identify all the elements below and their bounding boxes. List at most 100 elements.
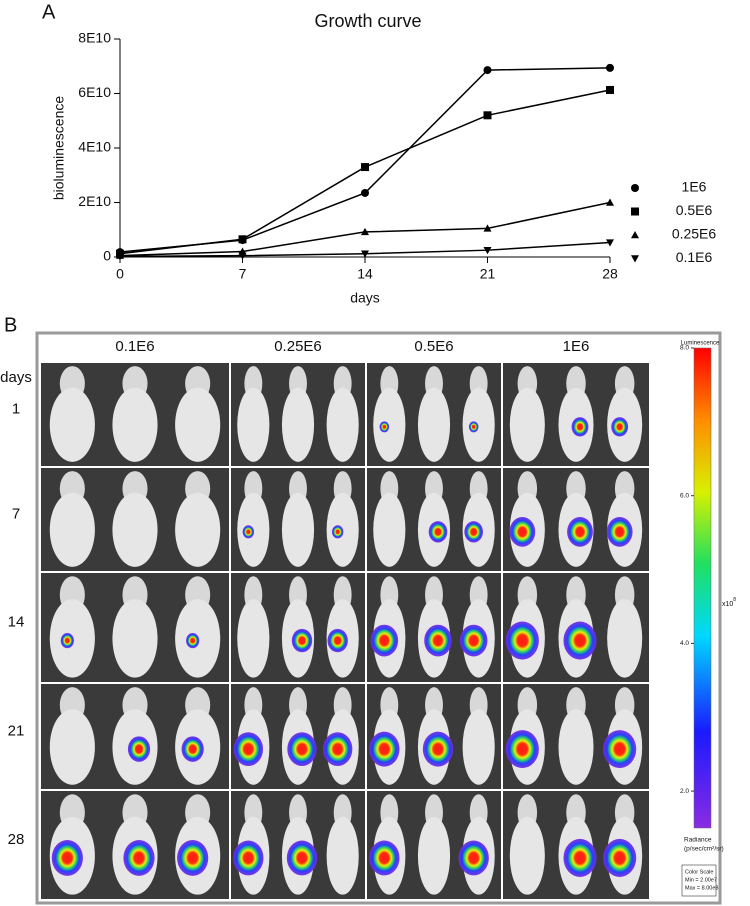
mouse-image [231,363,365,466]
mouse-image [503,468,649,571]
y-tick-label: 2E10 [78,193,111,209]
panel-label: A [42,1,56,23]
mouse-body [373,492,406,567]
signal [563,838,597,877]
signal [563,621,597,660]
mouse-body [509,387,545,462]
mouse-image [231,791,365,899]
marker [116,253,124,261]
marker [238,252,247,260]
colorbar-tick-label: 6.0 [680,492,689,499]
marker [606,85,614,94]
marker [483,246,492,255]
colorbar-tick-label: 8.0 [680,345,689,352]
mouse-image [41,468,229,571]
signal [464,521,483,543]
x-tick-label: 21 [480,266,496,282]
signal [606,517,633,547]
scale-max: Max = 8.00e8 [685,885,718,891]
chart-title: Growth curve [314,11,421,31]
signal [424,624,452,657]
days-label: days [0,369,32,386]
column-label: 0.5E6 [414,338,453,355]
mouse-body [112,387,158,462]
mouse-body [49,709,95,785]
mouse-body [281,387,315,462]
signal [322,732,353,767]
mouse-image [41,684,229,789]
y-tick-label: 6E10 [78,84,111,100]
signal [51,840,83,876]
scale-min: Min = 2.00e7 [685,877,717,883]
row-label: 28 [8,831,25,848]
column-label: 0.25E6 [274,338,322,355]
signal [127,736,151,762]
marker [483,66,492,75]
mouse-body [326,816,359,895]
y-axis-label: bioluminescence [51,96,67,200]
mouse-body [112,599,158,678]
signal [458,840,489,876]
signal [291,628,313,653]
mouse-image [367,468,501,571]
mouse-body [462,709,495,785]
mouse-body [175,387,221,462]
legend-label: 0.25E6 [672,226,717,242]
signal [603,730,637,769]
x-tick-label: 0 [116,266,124,282]
exponent-base: x10 [722,601,733,608]
column-label: 1E6 [563,338,590,355]
mouse-body [237,387,270,462]
mouse-image [503,573,649,682]
signal [327,628,348,653]
x-tick-label: 14 [357,266,373,282]
mouse-body [237,599,270,678]
mouse-body [112,492,158,567]
legend-label: 1E6 [682,179,707,195]
marker [361,188,369,197]
mouse-body [49,387,95,462]
signal [369,840,400,876]
marker [631,184,639,192]
mouse-body [49,492,95,567]
marker [606,63,614,72]
mouse-body [509,816,545,895]
y-tick-label: 8E10 [78,30,111,46]
marker [483,224,492,232]
x-tick-label: 7 [239,266,247,282]
legend-label: 0.1E6 [676,249,713,265]
signal [186,632,200,649]
mouse-image [231,684,365,789]
mouse-image [503,363,649,466]
x-axis-label: days [350,290,380,306]
mouse-body [607,599,643,678]
colorbar-tick-label: 4.0 [680,640,689,647]
colorbar-tick-label: 2.0 [680,788,689,795]
marker [483,111,492,120]
y-tick-label: 4E10 [78,139,111,155]
colorbar-unit-title: Radiance [684,837,712,844]
mouse-body [281,492,315,567]
colorbar-title: Luminescence [681,341,720,347]
panel-a: A Growth curve days bioluminescence 0 2E1… [42,1,716,305]
mouse-body [417,816,451,895]
signal [379,421,390,433]
marker [361,227,369,236]
mouse-image [41,791,229,899]
series-line [119,67,611,253]
marker [606,239,614,247]
signal [603,838,637,877]
signal [177,840,209,876]
mouse-image [41,573,229,682]
marker [361,163,369,172]
signal [369,731,400,767]
mouse-image [503,791,649,899]
mouse-image [231,468,365,571]
marker [238,235,247,244]
signal [181,736,204,762]
signal [422,731,454,767]
signal [505,621,539,660]
exponent-power: 8 [733,597,736,603]
colorbar [693,347,712,829]
